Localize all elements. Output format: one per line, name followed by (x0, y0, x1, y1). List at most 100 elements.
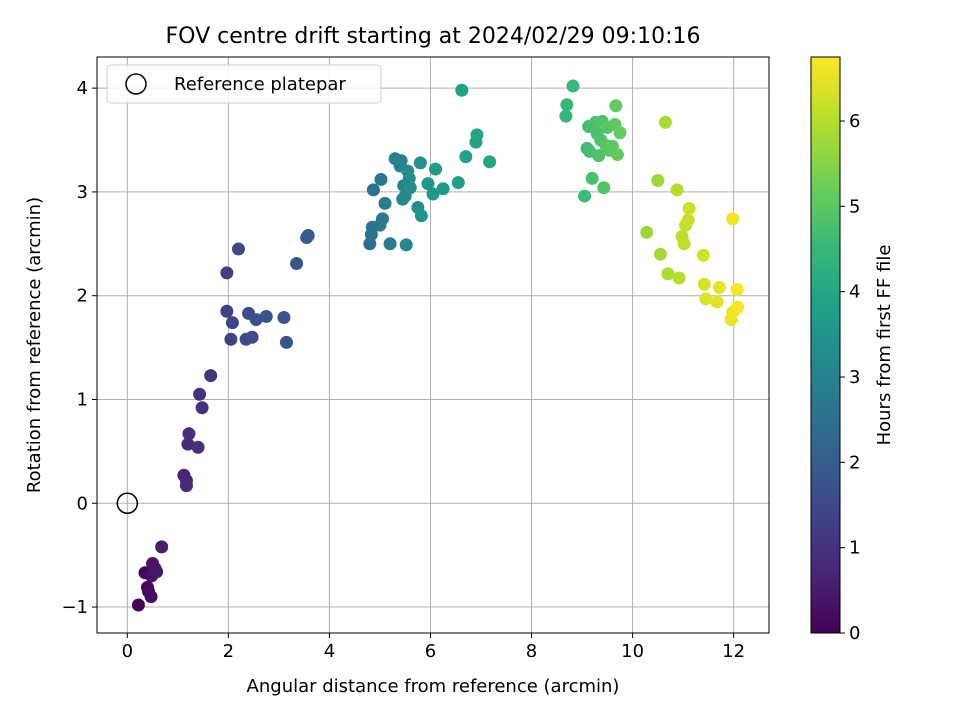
data-point (220, 304, 234, 318)
data-point (640, 225, 654, 239)
data-point (429, 162, 443, 176)
data-point (366, 183, 380, 197)
legend-label: Reference platepar (174, 74, 346, 95)
data-point (459, 150, 473, 164)
data-point (375, 212, 389, 226)
data-point (670, 183, 684, 197)
data-point (560, 98, 574, 112)
data-point (710, 295, 724, 309)
data-point (378, 196, 392, 210)
y-tick-label: 4 (77, 78, 88, 99)
data-point (436, 182, 450, 196)
colorbar-tick-label: 6 (849, 111, 860, 132)
y-tick-label: 2 (77, 286, 88, 307)
y-axis-label: Rotation from reference (arcmin) (24, 197, 45, 493)
x-tick-label: 10 (621, 641, 644, 662)
data-point (144, 590, 158, 604)
data-point (483, 155, 497, 169)
data-point (290, 257, 304, 271)
data-point (661, 267, 675, 281)
data-point (566, 79, 580, 93)
data-point (231, 242, 245, 256)
legend-marker-icon (125, 73, 147, 95)
colorbar-tick-label: 0 (849, 623, 860, 644)
data-point (681, 213, 695, 227)
x-tick-label: 2 (223, 641, 234, 662)
data-point (155, 540, 169, 554)
x-tick-label: 8 (526, 641, 537, 662)
data-point (220, 266, 234, 280)
data-point (578, 189, 592, 203)
data-point (383, 237, 397, 251)
x-axis-label: Angular distance from reference (arcmin) (247, 676, 620, 697)
data-point (451, 176, 465, 190)
data-point (195, 401, 209, 415)
y-tick-label: −1 (61, 597, 88, 618)
x-tick-label: 6 (425, 641, 436, 662)
colorbar-gradient (810, 56, 841, 634)
data-point (403, 181, 417, 195)
data-point (677, 237, 691, 251)
y-axis-ticks: −1 0 1 2 3 4 (61, 78, 97, 618)
data-point (682, 202, 696, 216)
x-tick-label: 0 (122, 641, 133, 662)
data-point (259, 309, 273, 323)
colorbar-tick-label: 2 (849, 452, 860, 473)
data-point (131, 598, 145, 612)
y-tick-label: 1 (77, 389, 88, 410)
data-point (204, 369, 218, 383)
data-point (651, 174, 665, 188)
data-point (181, 437, 195, 451)
data-point (301, 229, 315, 243)
data-point (224, 332, 238, 346)
plot-background (97, 57, 769, 633)
data-point (609, 99, 623, 113)
colorbar-ticks: 0 1 2 3 4 5 6 (840, 111, 860, 644)
y-tick-label: 0 (77, 493, 88, 514)
data-point (610, 148, 624, 162)
colorbar-tick-label: 3 (849, 367, 860, 388)
data-point (426, 187, 440, 201)
data-point (182, 427, 196, 441)
data-point (245, 330, 259, 344)
data-point (697, 277, 711, 291)
data-point (653, 247, 667, 261)
legend: Reference platepar (106, 64, 382, 104)
data-point (413, 156, 427, 170)
data-point (730, 282, 744, 296)
data-point (193, 387, 207, 401)
colorbar-tick-label: 5 (849, 196, 860, 217)
data-points (131, 79, 745, 612)
data-point (672, 271, 686, 285)
data-point (699, 292, 713, 306)
data-point (726, 212, 740, 226)
data-point (559, 109, 573, 123)
data-point (585, 171, 599, 185)
x-tick-label: 4 (324, 641, 335, 662)
x-tick-label: 12 (722, 641, 745, 662)
data-point (696, 248, 710, 262)
plot-frame (96, 56, 770, 634)
data-point (414, 209, 428, 223)
data-point (249, 313, 263, 327)
x-axis-ticks: 0 2 4 6 8 10 12 (122, 633, 745, 662)
data-point (658, 115, 672, 129)
data-point (150, 565, 164, 579)
data-point (191, 440, 205, 454)
data-point (277, 310, 291, 324)
data-point (225, 316, 239, 330)
colorbar-label: Hours from first FF file (874, 245, 895, 446)
data-point (613, 126, 627, 140)
legend-box (106, 64, 382, 104)
data-point (421, 177, 435, 191)
data-point (399, 238, 413, 252)
data-point (279, 335, 293, 349)
data-point (597, 181, 611, 195)
data-point (592, 149, 606, 163)
data-point (394, 154, 408, 168)
data-point (731, 300, 745, 314)
reference-platepar-marker (116, 492, 139, 515)
data-point (179, 479, 193, 493)
